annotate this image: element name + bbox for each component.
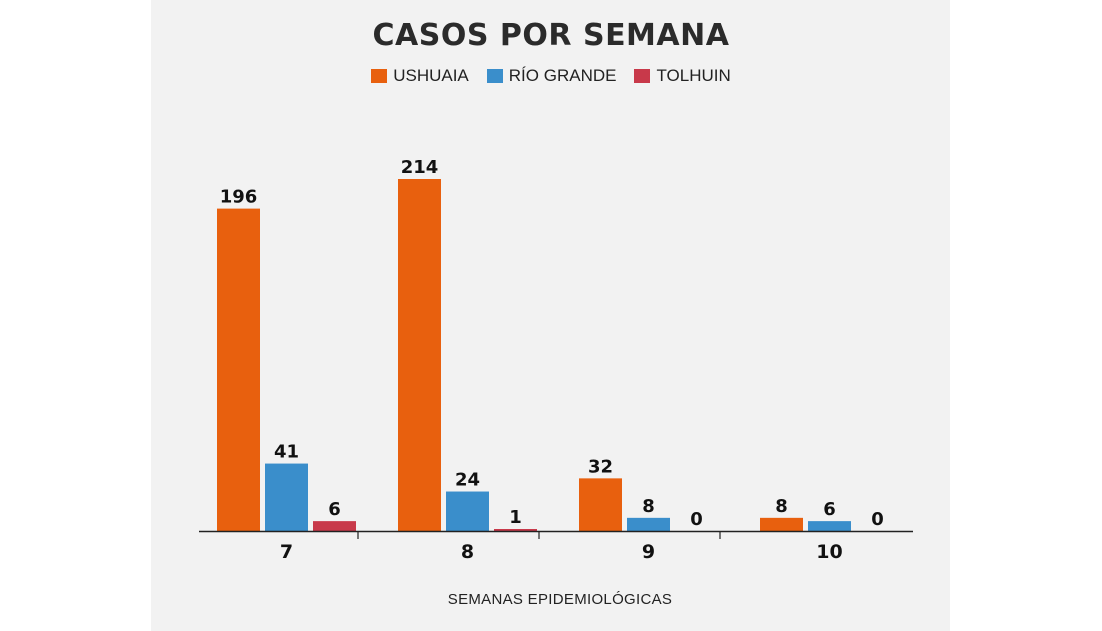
legend-label: RÍO GRANDE [508,66,617,85]
legend-item: TOLHUIN [634,66,731,86]
bar [494,529,537,531]
data-label: 0 [690,509,703,530]
legend: USHUAIA RÍO GRANDE TOLHUIN [0,66,1102,86]
bar [579,478,622,531]
legend-swatch [371,69,388,83]
bar [398,179,441,531]
category-label: 7 [280,541,293,563]
bar [446,491,489,531]
data-label: 1 [509,507,522,528]
category-label: 9 [642,541,655,563]
bar [808,521,851,531]
data-label: 6 [823,499,836,520]
data-label: 8 [642,496,655,517]
data-label: 6 [328,499,341,520]
legend-item: USHUAIA [371,66,469,86]
legend-label: TOLHUIN [656,66,731,85]
legend-swatch [486,69,503,83]
category-label: 10 [816,541,842,563]
data-label: 24 [455,470,480,491]
category-label: 8 [461,541,474,563]
x-axis-label: SEMANAS EPIDEMIOLÓGICAS [447,591,673,608]
bar [313,521,356,531]
data-label: 214 [401,157,439,178]
data-label: 41 [274,442,299,463]
bar [627,517,670,531]
chart-title: CASOS POR SEMANA [372,18,730,53]
legend-swatch [634,69,651,83]
bar [217,208,260,531]
data-label: 196 [220,187,258,208]
data-label: 0 [871,509,884,530]
legend-label: USHUAIA [393,66,469,85]
data-label: 32 [588,456,613,477]
legend-item: RÍO GRANDE [486,66,617,86]
data-label: 8 [775,496,788,517]
bar [760,517,803,531]
bar [265,463,308,531]
